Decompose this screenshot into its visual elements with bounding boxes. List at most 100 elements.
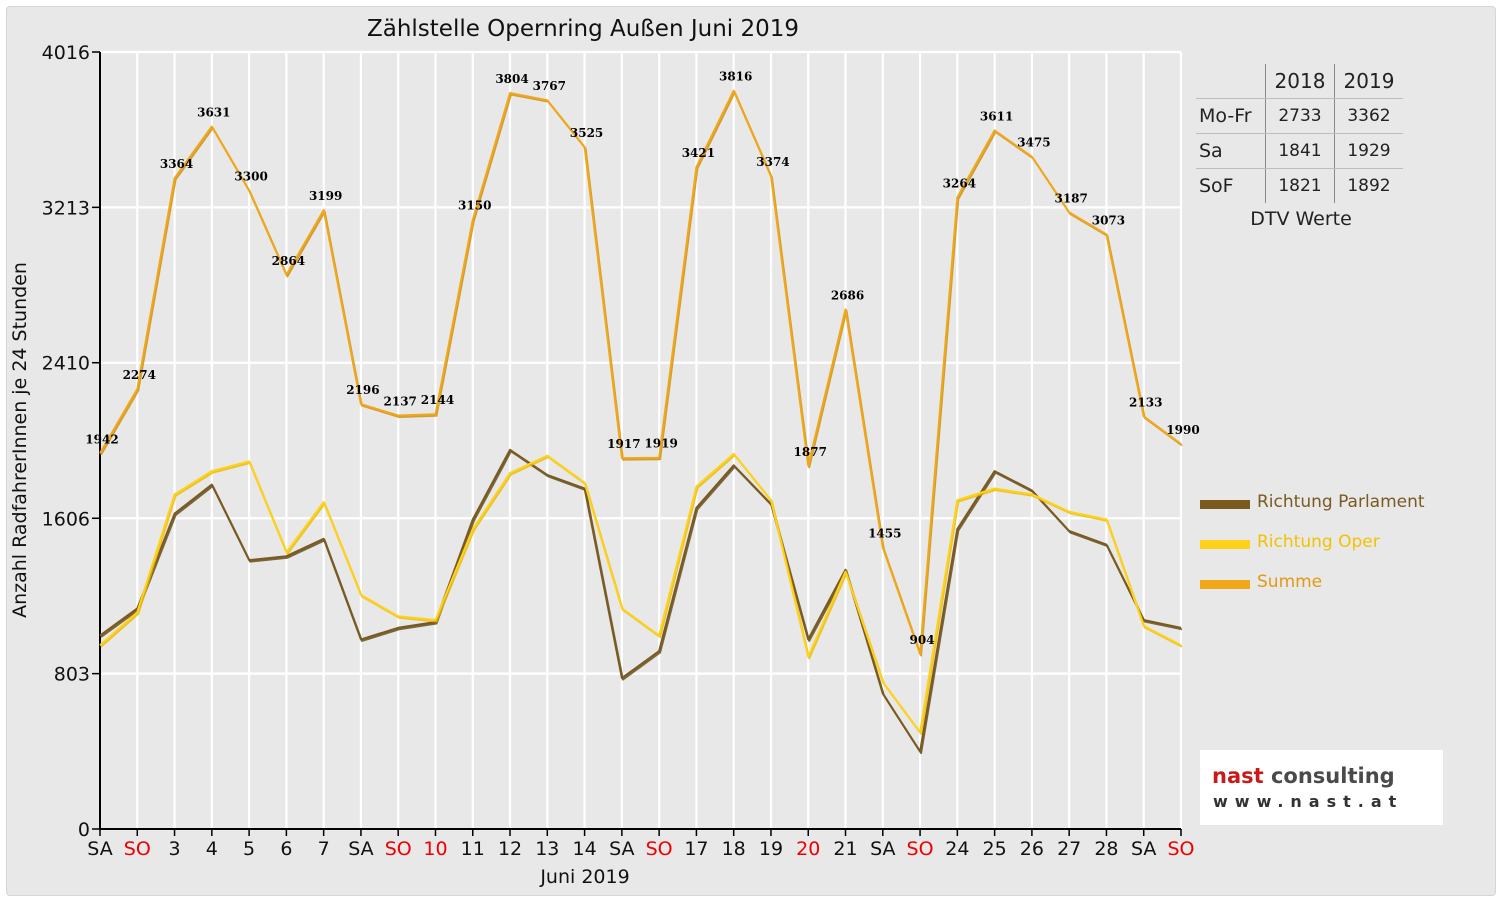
logo-url: www.nast.at — [1213, 792, 1404, 811]
legend-swatch — [1200, 540, 1250, 549]
x-tick-label: 6 — [280, 838, 292, 860]
dtv-row-label: Mo-Fr — [1196, 98, 1266, 134]
y-tick-label: 2410 — [42, 353, 90, 375]
data-label: 2144 — [421, 393, 454, 407]
data-label: 2196 — [346, 383, 379, 397]
dtv-cell-2018: 1841 — [1265, 133, 1335, 169]
y-tick-label: 1606 — [42, 508, 90, 530]
x-tick-label: 17 — [684, 838, 708, 860]
data-label: 2274 — [123, 368, 156, 382]
x-tick-label: SA — [609, 838, 634, 860]
data-label: 3767 — [533, 79, 566, 93]
y-tick-label: 803 — [54, 664, 90, 686]
logo-name-first: nast — [1212, 764, 1264, 788]
data-label: 1919 — [644, 437, 677, 451]
x-tick-label: SO — [907, 838, 934, 860]
data-label: 3525 — [570, 126, 603, 140]
dtv-cell-2018: 2733 — [1265, 98, 1335, 134]
dtv-row-sof: SoF 1821 1892 — [1196, 168, 1403, 203]
data-label: 3199 — [309, 189, 342, 203]
data-label: 3187 — [1054, 191, 1087, 205]
dtv-header-row: 2018 2019 — [1196, 64, 1403, 99]
data-label: 3631 — [197, 105, 230, 119]
x-tick-label: 24 — [945, 838, 969, 860]
data-label: 3611 — [980, 109, 1013, 123]
x-tick-label: 7 — [318, 838, 330, 860]
y-axis-title: Anzahl RadfahrerInnen je 24 Stunden — [9, 262, 31, 618]
dtv-cell-2019: 1929 — [1334, 133, 1403, 169]
x-tick-label: SA — [348, 838, 373, 860]
x-tick-label: SO — [385, 838, 412, 860]
data-label: 1990 — [1166, 423, 1199, 437]
x-axis-title: Juni 2019 — [539, 866, 629, 888]
y-tick-label: 0 — [78, 819, 90, 841]
data-label: 1455 — [868, 526, 901, 540]
data-label: 3264 — [943, 176, 976, 190]
data-label: 3364 — [160, 157, 193, 171]
data-label: 3300 — [234, 170, 267, 184]
dtv-row-sa: Sa 1841 1929 — [1196, 133, 1403, 169]
dtv-corner-cell — [1196, 64, 1266, 99]
x-tick-label: 25 — [983, 838, 1007, 860]
dtv-cell-2019: 1892 — [1347, 176, 1391, 196]
legend-label: Richtung Parlament — [1257, 492, 1425, 512]
company-logo: nast consulting www.nast.at — [1200, 750, 1443, 825]
series-line-parlament — [99, 448, 1182, 753]
dtv-header-2018: 2018 — [1265, 64, 1335, 99]
x-tick-label: 14 — [572, 838, 596, 860]
dtv-row-label: Sa — [1196, 133, 1266, 169]
dtv-row-mo-fr: Mo-Fr 2733 3362 — [1196, 98, 1403, 134]
data-labels: 1942 2274 3364 3631 3300 2864 3199 2196 2137 2144… — [85, 70, 1199, 647]
data-label: 3374 — [756, 155, 789, 169]
data-label: 3073 — [1092, 213, 1125, 227]
series-line-summe — [99, 89, 1182, 656]
x-tick-label: SA — [870, 838, 895, 860]
x-tick-label: SA — [1131, 838, 1156, 860]
data-label: 3150 — [458, 199, 491, 213]
x-tick-label: SO — [1167, 838, 1194, 860]
chart-title: Zählstelle Opernring Außen Juni 2019 — [367, 16, 799, 42]
x-tick-label: 18 — [722, 838, 746, 860]
x-tick-label: 26 — [1020, 838, 1044, 860]
data-label: 3804 — [495, 72, 528, 86]
data-label: 904 — [910, 633, 935, 647]
x-tick-label: 28 — [1094, 838, 1118, 860]
legend-label: Summe — [1257, 572, 1323, 592]
x-tick-label: 12 — [498, 838, 522, 860]
legend-label: Richtung Oper — [1257, 532, 1380, 552]
x-tick-label: 27 — [1057, 838, 1081, 860]
legend-swatch — [1200, 500, 1250, 509]
x-tick-label: SO — [646, 838, 673, 860]
plot-area — [100, 52, 1181, 829]
dtv-header-2019: 2019 — [1334, 64, 1403, 99]
data-label: 1877 — [794, 445, 827, 459]
dtv-cell-2019: 3362 — [1334, 98, 1403, 134]
x-tick-label: 13 — [535, 838, 559, 860]
logo-name: nast consulting — [1212, 764, 1395, 788]
data-label: 3816 — [719, 70, 752, 84]
data-label: 3421 — [682, 146, 715, 160]
dtv-table: 2018 2019 Mo-Fr 2733 3362 Sa 1841 1929 S… — [1196, 64, 1403, 203]
y-tick-label: 4016 — [42, 42, 90, 64]
series-line-oper — [99, 452, 1182, 734]
data-label: 2133 — [1129, 395, 1162, 409]
data-label: 2137 — [384, 395, 417, 409]
x-tick-label: 20 — [796, 838, 820, 860]
data-label: 2864 — [272, 254, 305, 268]
x-tick-label: 19 — [759, 838, 783, 860]
x-tick-label: 5 — [243, 838, 255, 860]
series-lines — [99, 89, 1183, 755]
data-label: 3475 — [1017, 136, 1050, 150]
y-tick-label: 3213 — [42, 197, 90, 219]
x-tick-label: 10 — [423, 838, 447, 860]
x-tick-label: SA — [87, 838, 112, 860]
legend-swatch — [1200, 580, 1250, 589]
x-tick-label: 11 — [461, 838, 485, 860]
x-tick-label: SO — [124, 838, 151, 860]
data-label: 1917 — [607, 437, 640, 451]
dtv-row-label: SoF — [1196, 168, 1266, 203]
x-tick-label: 4 — [206, 838, 218, 860]
logo-name-rest: consulting — [1263, 764, 1395, 788]
dtv-cell-2018: 1821 — [1265, 168, 1335, 203]
